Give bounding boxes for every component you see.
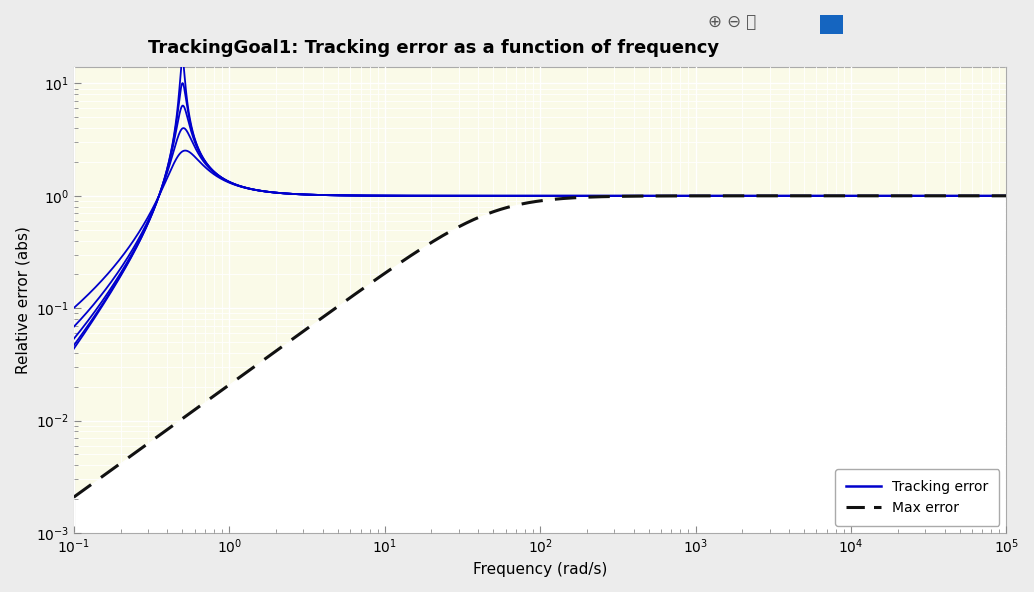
X-axis label: Frequency (rad/s): Frequency (rad/s)	[473, 562, 607, 577]
Text: TrackingGoal1: Tracking error as a function of frequency: TrackingGoal1: Tracking error as a funct…	[148, 38, 720, 57]
Y-axis label: Relative error (abs): Relative error (abs)	[16, 226, 30, 374]
Text: ⊕ ⊖ ✋: ⊕ ⊖ ✋	[708, 14, 757, 31]
Legend: Tracking error, Max error: Tracking error, Max error	[835, 469, 1000, 526]
